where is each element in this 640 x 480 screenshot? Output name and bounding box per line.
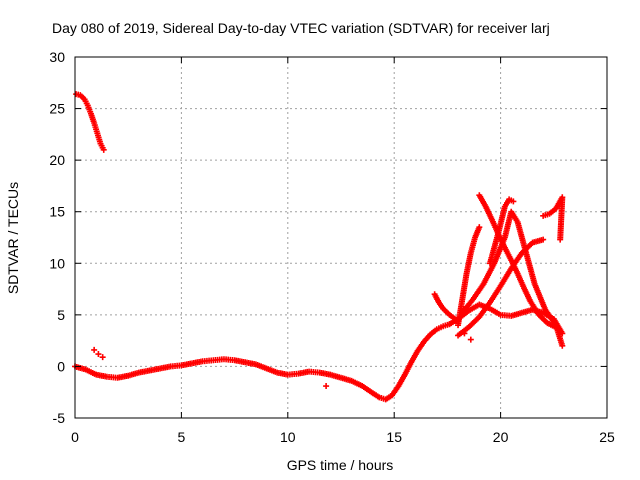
y-tick-label: 25 (49, 101, 65, 117)
data-point-late-segments (557, 236, 564, 243)
data-point-isolated-points (99, 354, 106, 361)
data-point-evening-band-f (510, 198, 517, 205)
x-tick-label: 10 (280, 429, 296, 445)
plot-frame (74, 56, 608, 419)
data-point-isolated-points (95, 351, 102, 358)
x-axis-label: GPS time / hours (287, 457, 394, 473)
y-tick-label: 0 (57, 358, 65, 374)
x-tick-label: 0 (71, 429, 79, 445)
data-point-evening-band-d (552, 324, 559, 331)
data-point-evening-band-e (476, 224, 483, 231)
y-axis-label: SDTVAR / TECUs (5, 182, 21, 294)
y-tick-label: -5 (53, 410, 66, 426)
data-points (72, 91, 566, 403)
y-tick-label: 15 (49, 204, 65, 220)
data-point-evening-band-b (540, 236, 547, 243)
data-point-isolated-points (467, 336, 474, 343)
x-tick-label: 25 (599, 429, 615, 445)
data-point-isolated-points (461, 330, 468, 337)
data-point-early-decay (100, 146, 107, 153)
x-tick-label: 15 (386, 429, 402, 445)
y-tick-label: 10 (49, 255, 65, 271)
x-tick-label: 5 (178, 429, 186, 445)
y-tick-label: 30 (49, 49, 65, 65)
data-point-isolated-points (323, 383, 330, 390)
chart-title: Day 080 of 2019, Sidereal Day-to-day VTE… (52, 20, 550, 36)
axis-ticks: 0 5 10 15 20 25 -5 0 5 10 15 20 25 30 (49, 49, 615, 445)
y-tick-label: 20 (49, 152, 65, 168)
data-point-evening-band-c (559, 342, 566, 349)
data-point-late-spike (455, 318, 462, 325)
data-point-isolated-points (91, 346, 98, 353)
x-tick-label: 20 (493, 429, 509, 445)
chart-grid (75, 57, 607, 418)
y-tick-label: 5 (57, 307, 65, 323)
